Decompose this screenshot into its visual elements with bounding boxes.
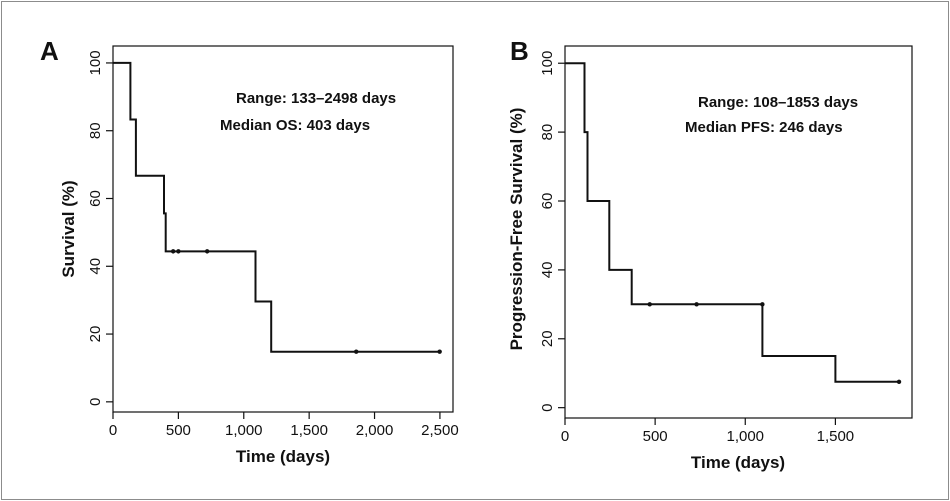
panel-b-y-tick-label: 20 <box>539 330 556 347</box>
panel-a-x-tick-label: 1,000 <box>225 422 263 439</box>
panel-b-y-tick-label: 80 <box>539 124 556 141</box>
panel-a-x-tick-label: 2,000 <box>356 422 394 439</box>
panel-b-survival-curve <box>565 62 899 383</box>
panel-a-y-tick-label: 80 <box>87 122 104 139</box>
panel-a-y-axis-label: Survival (%) <box>59 180 78 277</box>
panel-a-censor-mark <box>354 349 359 354</box>
panel-a-y-tick-label: 40 <box>87 258 104 275</box>
panel-a-y-axis: 0 20 40 60 80 100 <box>87 50 113 406</box>
panel-b-x-tick-label: 0 <box>561 428 569 445</box>
panel-b-x-tick-label: 500 <box>643 428 668 445</box>
panel-b: B 0 500 1,000 1,500 0 20 40 60 80 100 Range: 108… <box>507 36 913 472</box>
panel-a-y-tick-label: 0 <box>87 398 104 406</box>
panel-b-x-axis-label: Time (days) <box>691 453 785 472</box>
panel-a-survival-curve <box>113 61 440 353</box>
panel-a-x-tick-label: 500 <box>166 422 191 439</box>
panel-a-x-tick-label: 2,500 <box>421 422 459 439</box>
panel-a-x-axis-label: Time (days) <box>236 447 330 466</box>
panel-b-censor-mark <box>896 379 902 385</box>
panel-b-y-axis-label: Progression-Free Survival (%) <box>507 108 526 351</box>
panel-a-plot-frame <box>112 45 454 413</box>
panel-b-median-annotation: Median PFS: 246 days <box>685 119 843 136</box>
panel-a-x-tick-label: 0 <box>109 422 117 439</box>
panel-a-censor-mark <box>204 249 210 254</box>
panel-b-y-tick-label: 60 <box>539 193 556 210</box>
panel-b-y-axis: 0 20 40 60 80 100 <box>539 51 565 412</box>
panel-b-y-tick-label: 100 <box>539 51 556 76</box>
panel-a-x-tick-label: 1,500 <box>290 422 328 439</box>
panel-b-censor-marks <box>647 302 902 385</box>
panel-b-letter: B <box>510 36 529 66</box>
panel-b-y-tick-label: 40 <box>539 262 556 279</box>
panel-b-x-tick-label: 1,000 <box>726 428 764 445</box>
panel-a-censor-mark <box>176 249 181 254</box>
panel-b-plot-frame <box>564 45 913 419</box>
panel-a-x-axis: 0 500 1,000 1,500 2,000 2,500 <box>109 412 459 439</box>
panel-b-y-tick-label: 0 <box>539 403 556 411</box>
panel-a-y-tick-label: 100 <box>87 50 104 75</box>
panel-a-y-tick-label: 60 <box>87 190 104 207</box>
panel-a-censor-mark <box>437 349 442 354</box>
panel-a-median-annotation: Median OS: 403 days <box>220 117 370 134</box>
panel-b-censor-mark <box>647 302 652 307</box>
panel-a-censor-marks <box>170 249 442 354</box>
panel-a: A 0 500 1,000 1,500 2,000 2,500 020406080100 … <box>40 36 459 466</box>
panel-b-x-tick-label: 1,500 <box>817 428 855 445</box>
panel-b-censor-mark <box>694 302 699 307</box>
panel-b-x-axis: 0 500 1,000 1,500 <box>561 418 854 445</box>
panel-b-censor-mark <box>760 302 765 307</box>
panel-a-censor-mark <box>170 249 176 254</box>
panel-a-letter: A <box>40 36 59 66</box>
panel-a-y-tick-label: 20 <box>87 326 104 343</box>
panel-b-range-annotation: Range: 108–1853 days <box>698 94 858 111</box>
panel-a-range-annotation: Range: 133–2498 days <box>236 90 396 107</box>
